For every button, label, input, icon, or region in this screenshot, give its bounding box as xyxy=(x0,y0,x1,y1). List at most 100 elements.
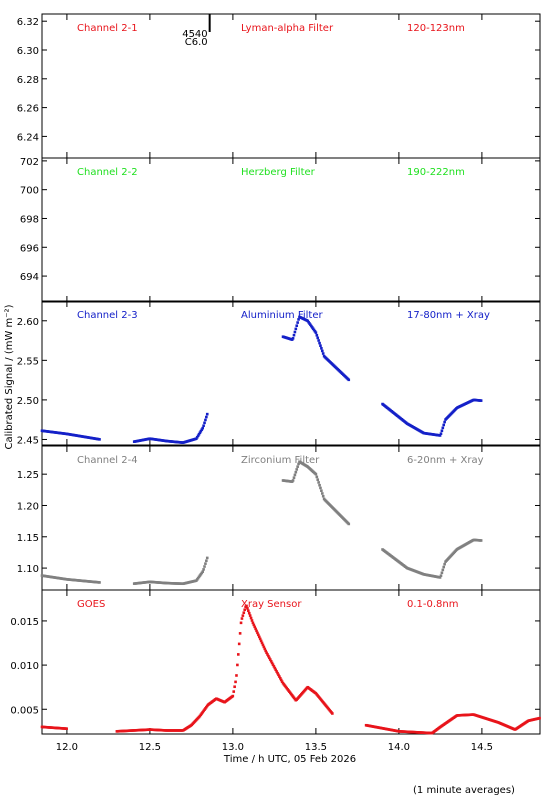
data-point-2-140 xyxy=(202,424,205,428)
data-point-4-206 xyxy=(278,675,281,678)
data-point-4-163 xyxy=(238,632,242,635)
y-tick-label-1-4: 702 xyxy=(20,157,39,168)
data-point-3-63 xyxy=(98,581,101,584)
data-point-4-162 xyxy=(237,642,241,646)
data-point-4-157 xyxy=(233,685,236,689)
data-point-2-174 xyxy=(308,322,311,325)
x-tick-label-2: 13.0 xyxy=(222,742,244,753)
data-point-2-284 xyxy=(441,426,445,430)
data-point-3-159 xyxy=(294,470,298,474)
data-point-4-264 xyxy=(331,712,334,715)
data-point-4-165 xyxy=(240,617,244,620)
data-point-4-183 xyxy=(257,633,260,637)
data-point-2-134 xyxy=(196,434,200,438)
data-point-2-175 xyxy=(309,323,312,327)
data-point-2-157 xyxy=(292,333,296,337)
x-axis-label: Time / h UTC, 05 Feb 2026 xyxy=(223,754,356,765)
data-point-2-285 xyxy=(442,423,446,427)
panel-filter-3: Zirconium Filter xyxy=(241,455,320,466)
data-point-4-159 xyxy=(235,674,238,677)
panel-frame-0 xyxy=(41,13,541,159)
data-point-3-140 xyxy=(202,568,205,571)
data-point-4-196 xyxy=(268,658,272,661)
x-tick-label-4: 14.0 xyxy=(388,742,410,753)
data-point-4-195 xyxy=(268,656,271,660)
data-point-4-198 xyxy=(270,661,274,665)
data-point-4-185 xyxy=(258,637,262,641)
data-point-4-204 xyxy=(276,671,279,675)
data-point-3-142 xyxy=(204,562,207,565)
panel-name-1: Channel 2-2 xyxy=(77,167,138,178)
data-point-4-189 xyxy=(262,645,266,649)
data-point-3-284 xyxy=(441,568,445,572)
data-point-3-286 xyxy=(443,562,446,566)
panel-frame-3 xyxy=(41,445,541,591)
data-point-3-326 xyxy=(479,539,483,542)
data-point-4-27 xyxy=(65,727,68,730)
data-point-2-172 xyxy=(306,319,309,323)
flare-class: C6.0 xyxy=(185,37,208,48)
y-tick-label-0-1: 6.26 xyxy=(17,104,39,115)
panel-frame-2 xyxy=(41,300,541,446)
y-tick-label-2-1: 2.50 xyxy=(17,396,39,407)
data-point-4-184 xyxy=(257,635,261,639)
data-point-2-143 xyxy=(205,415,208,419)
data-point-4-199 xyxy=(271,663,275,666)
data-point-3-188 xyxy=(320,492,324,495)
data-point-4-177 xyxy=(251,621,255,625)
data-point-4-176 xyxy=(250,619,254,622)
y-tick-label-0-2: 6.28 xyxy=(17,75,39,86)
data-point-4-173 xyxy=(247,611,251,615)
y-tick-label-4-2: 0.015 xyxy=(10,617,39,628)
data-point-4-203 xyxy=(275,670,278,673)
data-point-4-192 xyxy=(265,651,268,655)
data-point-4-166 xyxy=(241,614,245,617)
y-tick-label-4-0: 0.005 xyxy=(10,705,39,716)
data-point-4-455 xyxy=(538,716,541,720)
data-point-4-191 xyxy=(264,649,267,653)
data-point-4-172 xyxy=(247,609,250,613)
y-tick-label-1-0: 694 xyxy=(20,272,39,283)
y-tick-label-3-0: 1.10 xyxy=(17,564,39,575)
data-point-2-187 xyxy=(320,347,323,350)
data-point-4-208 xyxy=(279,678,283,682)
y-tick-label-0-3: 6.30 xyxy=(17,46,39,57)
data-point-3-282 xyxy=(439,574,443,577)
y-tick-label-3-3: 1.25 xyxy=(17,470,39,481)
data-point-2-138 xyxy=(200,428,204,431)
panel-name-3: Channel 2-4 xyxy=(77,455,138,466)
data-point-4-188 xyxy=(261,643,265,647)
data-point-4-187 xyxy=(260,641,264,645)
data-point-4-194 xyxy=(267,654,270,658)
data-point-3-158 xyxy=(293,473,297,477)
x-tick-label-3: 13.5 xyxy=(305,742,327,753)
data-point-2-185 xyxy=(318,341,321,345)
data-point-2-189 xyxy=(321,352,325,355)
data-point-3-161 xyxy=(296,465,299,468)
x-tick-label-1: 12.5 xyxy=(139,742,161,753)
data-point-3-181 xyxy=(314,472,318,476)
y-tick-label-4-1: 0.010 xyxy=(10,661,39,672)
y-tick-label-0-4: 6.32 xyxy=(17,17,39,28)
data-point-3-189 xyxy=(321,494,325,498)
data-point-3-141 xyxy=(203,565,206,568)
y-tick-label-2-2: 2.55 xyxy=(17,356,39,367)
data-point-2-159 xyxy=(294,327,298,331)
data-point-2-182 xyxy=(315,333,319,337)
data-point-3-182 xyxy=(315,475,319,479)
data-point-4-200 xyxy=(272,665,276,668)
data-point-3-185 xyxy=(318,483,321,487)
data-point-4-155 xyxy=(231,694,235,698)
data-point-3-283 xyxy=(440,571,444,575)
data-point-2-181 xyxy=(314,331,318,334)
data-point-4-207 xyxy=(278,676,282,680)
data-point-4-197 xyxy=(269,659,273,663)
data-point-4-202 xyxy=(274,668,278,672)
data-point-4-158 xyxy=(234,680,237,684)
data-point-4-205 xyxy=(277,673,280,677)
data-point-2-178 xyxy=(311,327,315,331)
data-point-3-157 xyxy=(292,476,296,479)
panel-name-4: GOES xyxy=(77,599,105,610)
data-point-2-217 xyxy=(347,378,351,382)
